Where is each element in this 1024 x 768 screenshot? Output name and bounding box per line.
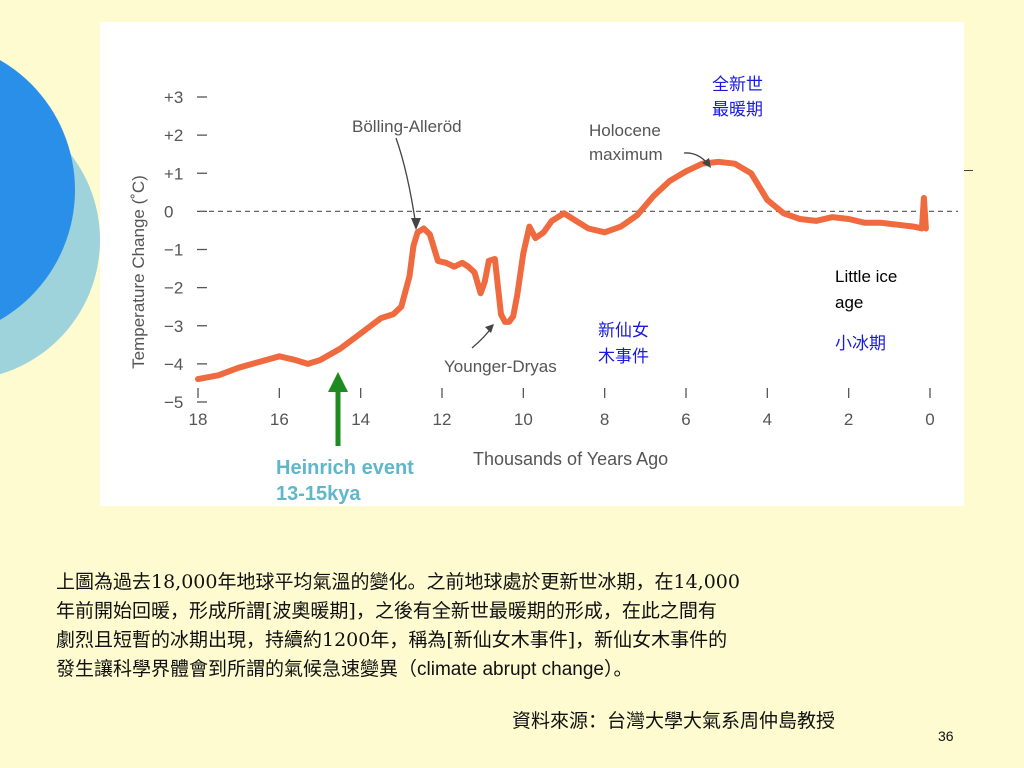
x-axis-label: Thousands of Years Ago	[473, 449, 668, 469]
heinrich-label: Heinrich event 13-15kya	[276, 457, 414, 505]
caption-line-2: 年前開始回暖，形成所謂[波奧暖期]，之後有全新世最暖期的形成，在此之間有	[56, 600, 717, 622]
heinrich-label-line2: 13-15kya	[276, 483, 361, 505]
temperature-series-line	[195, 158, 929, 383]
y-tick-label: −4	[164, 355, 183, 374]
y-tick-label: 0	[164, 202, 173, 221]
caption-line-4a: 發生讓科學界體會到所謂的氣候急速變異（	[56, 658, 418, 680]
y-tick-label: −2	[164, 279, 183, 298]
y-axis-label: Temperature Change (˚C)	[129, 175, 148, 369]
little-ice-age-zh-label: 小冰期	[835, 334, 886, 354]
caption-paragraph: 上圖為過去18,000年地球平均氣溫的變化。之前地球處於更新世冰期，在14,00…	[56, 568, 956, 684]
younger-dryas-zh-label: 新仙女	[598, 321, 649, 341]
x-tick-label: 10	[514, 410, 533, 429]
source-credit: 資料來源：台灣大學大氣系周仲島教授	[512, 710, 836, 732]
decorative-circles	[0, 60, 100, 375]
x-tick-label: 4	[763, 410, 772, 429]
caption-line-4-english: climate abrupt change	[417, 659, 604, 680]
caption-line-4b: ）。	[603, 658, 633, 680]
y-tick-label: −1	[164, 241, 183, 260]
holocene-arrowhead	[702, 158, 711, 168]
y-tick-label: +1	[164, 164, 183, 183]
x-tick-label: 14	[351, 410, 370, 429]
x-tick-label: 0	[925, 410, 934, 429]
holocene-zh-label-2: 最暖期	[712, 100, 763, 120]
page-number: 36	[938, 728, 954, 744]
temperature-chart: +3 +2 +1 0 −1 −2 −3 −4 −5 18 16 14 12 10 8 6 4 2 0 Temper…	[129, 75, 958, 469]
younger-dryas-arrowhead	[485, 324, 494, 333]
holocene-maximum-label: Holocene	[589, 121, 661, 140]
caption-line-3: 劇烈且短暫的冰期出現，持續約1200年，稱為[新仙女木事件]，新仙女木事件的	[56, 629, 728, 651]
x-tick-label: 12	[433, 410, 452, 429]
y-tick-label: +3	[164, 88, 183, 107]
y-axis: +3 +2 +1 0 −1 −2 −3 −4 −5	[164, 88, 207, 412]
x-tick-label: 6	[681, 410, 690, 429]
little-ice-age-label-2: age	[835, 293, 863, 312]
bolling-arrowhead	[411, 218, 421, 230]
y-tick-label: −5	[164, 393, 183, 412]
blue-circle	[0, 60, 75, 320]
heinrich-arrow	[328, 372, 348, 446]
younger-dryas-zh-label-2: 木事件	[598, 347, 649, 367]
x-tick-label: 8	[600, 410, 609, 429]
holocene-maximum-label-2: maximum	[589, 145, 663, 164]
heinrich-label-line1: Heinrich event	[276, 457, 414, 479]
y-tick-label: +2	[164, 126, 183, 145]
bolling-arrow	[395, 137, 417, 227]
bolling-alleroed-label: Bölling-Alleröd	[352, 117, 462, 136]
x-axis: 18 16 14 12 10 8 6 4 2 0	[189, 388, 935, 429]
holocene-zh-label: 全新世	[712, 75, 763, 95]
x-tick-label: 2	[844, 410, 853, 429]
chart-panel: +3 +2 +1 0 −1 −2 −3 −4 −5 18 16 14 12 10 8 6 4 2 0 Temper…	[100, 22, 964, 506]
little-ice-age-label: Little ice	[835, 267, 897, 286]
y-tick-label: −3	[164, 317, 183, 336]
x-tick-label: 18	[189, 410, 208, 429]
heinrich-arrowhead	[328, 372, 348, 392]
x-tick-label: 16	[270, 410, 289, 429]
caption-line-1: 上圖為過去18,000年地球平均氣溫的變化。之前地球處於更新世冰期，在14,00…	[56, 571, 740, 593]
younger-dryas-label: Younger-Dryas	[444, 357, 557, 376]
dash-mark	[963, 170, 973, 171]
